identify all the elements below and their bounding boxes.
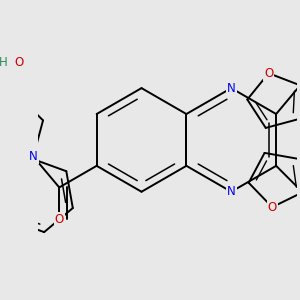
- Text: N: N: [227, 82, 236, 94]
- Text: O: O: [264, 67, 273, 80]
- Text: O: O: [55, 213, 64, 226]
- Text: O: O: [15, 56, 24, 69]
- Text: H: H: [0, 56, 8, 69]
- Text: O: O: [268, 201, 277, 214]
- Text: N: N: [29, 150, 38, 163]
- Text: N: N: [227, 185, 236, 198]
